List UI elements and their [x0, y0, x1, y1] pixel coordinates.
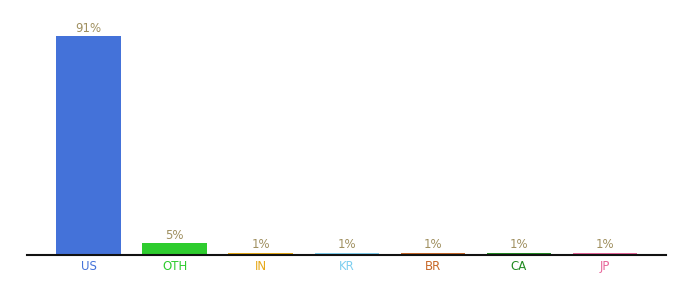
Bar: [487, 253, 551, 255]
Bar: [142, 243, 207, 255]
Text: 1%: 1%: [337, 238, 356, 251]
Text: 1%: 1%: [252, 238, 270, 251]
Text: 1%: 1%: [424, 238, 442, 251]
Text: 5%: 5%: [165, 229, 184, 242]
Bar: [228, 253, 293, 255]
Text: 91%: 91%: [75, 22, 101, 35]
Bar: [401, 253, 465, 255]
Bar: [573, 253, 637, 255]
Bar: [56, 36, 121, 255]
Bar: [315, 253, 379, 255]
Text: 1%: 1%: [596, 238, 614, 251]
Text: 1%: 1%: [510, 238, 528, 251]
